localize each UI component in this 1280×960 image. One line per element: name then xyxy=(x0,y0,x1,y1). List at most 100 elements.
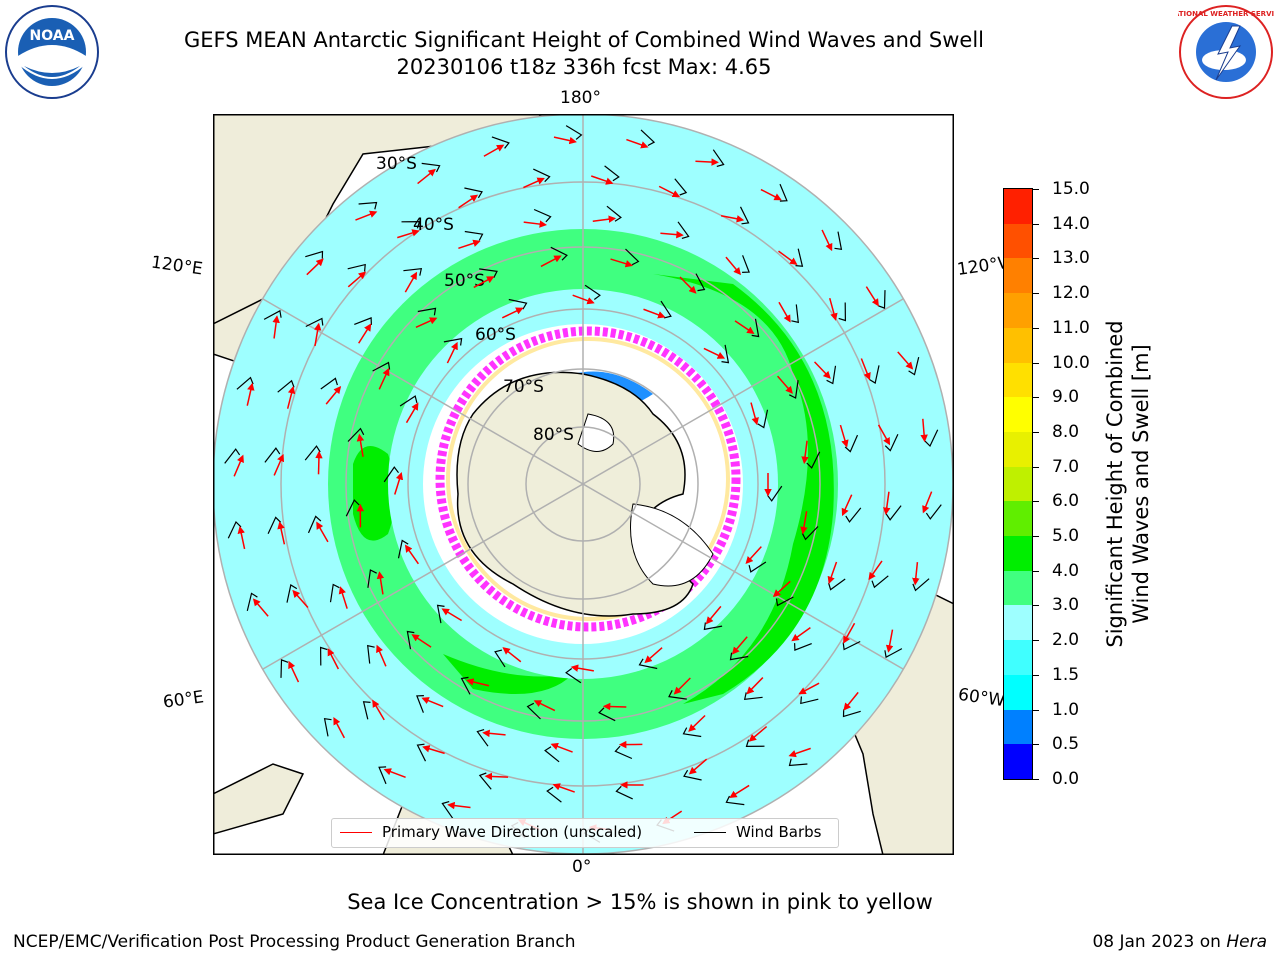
nws-logo-text: NATIONAL WEATHER SERVICE xyxy=(1178,10,1274,18)
colorbar-band xyxy=(1004,535,1032,571)
colorbar-band xyxy=(1004,431,1032,467)
wind-barb xyxy=(743,692,763,700)
wind-barb xyxy=(329,583,340,603)
wind-barb xyxy=(625,248,640,266)
colorbar-tick xyxy=(1033,397,1039,399)
wind-barb xyxy=(280,659,289,678)
wind-barb xyxy=(794,643,812,651)
wind-barb xyxy=(668,690,687,700)
wind-barb xyxy=(533,168,551,183)
wave-arrow xyxy=(644,647,663,664)
wind-barb xyxy=(224,448,241,464)
colorbar-tick-label: 9.0 xyxy=(1052,387,1080,408)
wave-arrow xyxy=(237,525,246,550)
wind-barb xyxy=(640,129,656,147)
wind-barb xyxy=(526,702,541,720)
wave-arrow xyxy=(725,256,742,276)
wind-barb xyxy=(443,337,463,346)
wave-arrow xyxy=(839,424,849,448)
wave-arrow xyxy=(745,546,762,565)
colorbar-tick xyxy=(1033,466,1039,468)
wave-arrow xyxy=(610,258,634,268)
wind-barb xyxy=(884,648,903,659)
wind-barb xyxy=(347,427,365,442)
colorbar-tick-label: 15.0 xyxy=(1052,179,1090,199)
colorbar-tick xyxy=(1033,189,1039,190)
wind-barb xyxy=(362,701,371,720)
colorbar-tick xyxy=(1033,709,1039,711)
wind-barb xyxy=(795,248,804,267)
wave-arrow xyxy=(843,691,859,711)
wave-arrow xyxy=(458,194,479,209)
colorbar xyxy=(1003,188,1033,780)
legend-wave-direction: Primary Wave Direction (unscaled) xyxy=(340,823,642,841)
wave-arrow xyxy=(860,358,871,381)
wave-arrow xyxy=(533,700,556,712)
colorbar-tick xyxy=(1033,744,1039,746)
wave-arrow xyxy=(355,210,378,221)
wave-arrow xyxy=(658,185,681,198)
wave-arrow xyxy=(778,301,791,323)
wind-barb xyxy=(491,136,510,149)
wind-barb xyxy=(742,255,750,273)
wind-barb xyxy=(604,165,620,182)
wave-arrow xyxy=(404,544,419,565)
wave-arrow xyxy=(288,660,300,683)
wind-barb xyxy=(277,379,295,393)
wind-barb xyxy=(806,451,821,469)
lon-label-180: 180° xyxy=(560,88,601,108)
wind-barb xyxy=(584,284,601,300)
wind-barb xyxy=(401,220,421,229)
wave-arrow xyxy=(550,742,573,753)
wave-arrow xyxy=(626,138,649,149)
wave-arrow xyxy=(404,271,418,293)
lon-label-60e: 60°E xyxy=(161,687,206,713)
wind-barb xyxy=(479,268,498,278)
wind-barb xyxy=(416,695,424,713)
colorbar-tick xyxy=(1033,258,1039,260)
map-subtitle: 20230106 t18z 336h fcst Max: 4.65 xyxy=(396,55,772,79)
lat-label-80s: 80°S xyxy=(533,425,574,445)
wind-barb xyxy=(775,596,794,607)
colorbar-band xyxy=(1004,396,1032,432)
wave-arrow xyxy=(441,608,463,622)
wind-barb xyxy=(397,539,409,559)
wind-barb xyxy=(263,309,282,320)
wave-arrow xyxy=(592,215,617,223)
wind-barb xyxy=(358,201,378,210)
colorbar-label-line1: Significant Height of Combined xyxy=(1103,320,1127,648)
wind-barb xyxy=(347,263,366,272)
colorbar-tick xyxy=(1033,605,1039,607)
wind-barb xyxy=(305,250,324,259)
colorbar-band xyxy=(1004,570,1032,606)
wind-barb xyxy=(565,668,582,684)
wave-arrow xyxy=(920,418,928,443)
wave-arrow xyxy=(877,424,891,446)
wind-barb xyxy=(725,795,745,806)
wind-barb xyxy=(739,206,750,225)
wave-arrow xyxy=(482,729,506,738)
wave-arrow xyxy=(446,341,458,364)
wave-arrow xyxy=(378,367,390,390)
lat-label-30s: 30°S xyxy=(376,154,417,174)
wave-arrow xyxy=(705,605,722,625)
wave-arrow xyxy=(286,385,296,409)
wind-barb xyxy=(845,507,862,523)
wind-barb xyxy=(367,644,375,664)
wind-barb xyxy=(476,729,489,747)
lat-label-50s: 50°S xyxy=(444,271,485,291)
wave-arrow xyxy=(356,433,365,457)
wave-arrow xyxy=(602,702,627,711)
wind-barb xyxy=(550,246,568,261)
colorbar-tick-label: 7.0 xyxy=(1052,456,1080,477)
wind-barb xyxy=(533,208,552,223)
colorbar-tick-label: 8.0 xyxy=(1052,421,1080,442)
footer-date-text: 08 Jan 2023 on xyxy=(1092,932,1227,952)
wave-arrow xyxy=(829,297,838,321)
wind-barb xyxy=(683,769,702,781)
wave-arrow xyxy=(411,634,432,648)
wind-barb xyxy=(884,434,899,452)
wind-barb xyxy=(789,380,799,399)
wind-barb xyxy=(674,178,688,196)
wind-barb xyxy=(908,356,920,376)
